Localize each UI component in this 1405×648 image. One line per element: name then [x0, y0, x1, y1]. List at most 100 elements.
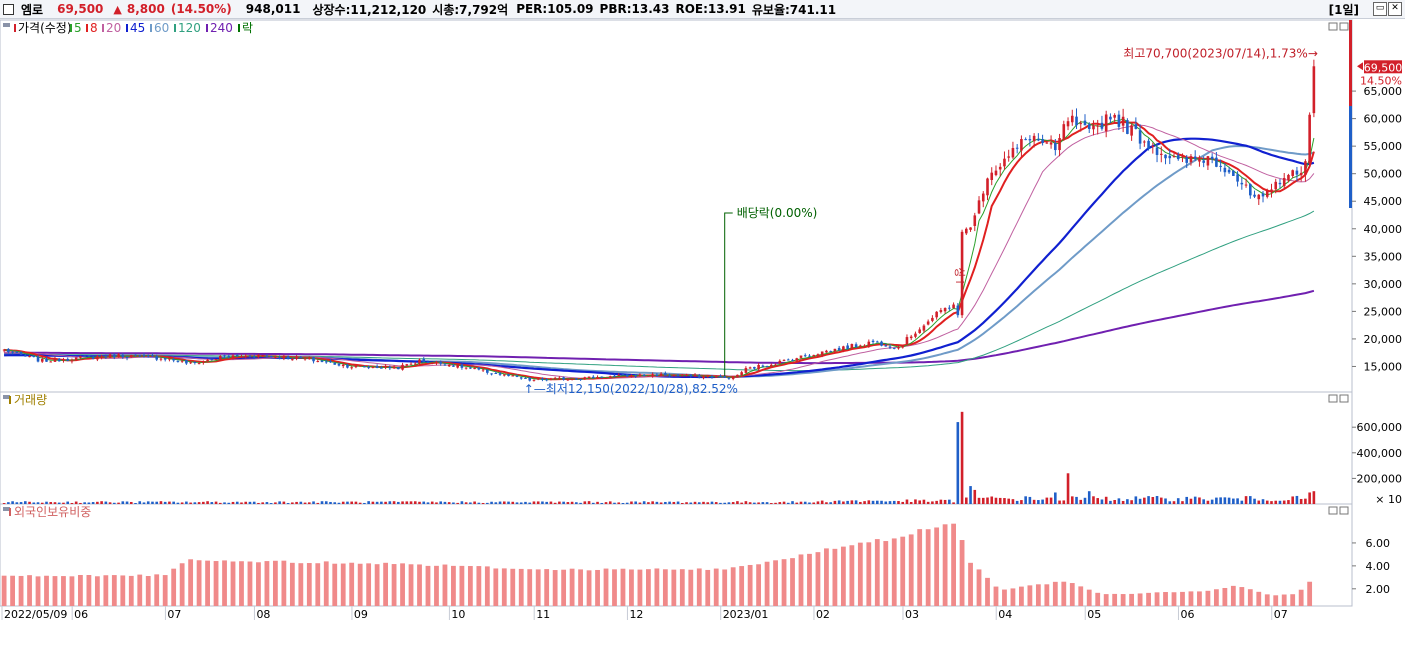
volume-pane-menu-icon[interactable] [3, 395, 10, 399]
candle-body [863, 345, 866, 347]
foreign-bar [230, 561, 236, 606]
volume-bar [7, 502, 10, 504]
volume-bar [532, 501, 536, 504]
foreign-bar [1298, 589, 1304, 606]
price-pane-close-icon[interactable] [1339, 22, 1349, 31]
volume-bar [1020, 500, 1023, 504]
price-pane-minimize-icon[interactable] [1328, 22, 1338, 31]
foreign-bar [27, 575, 32, 606]
volume-bar [1257, 500, 1261, 504]
volume-bar [511, 501, 515, 504]
volume-bar [460, 501, 464, 504]
candle-body [973, 215, 977, 226]
candle-body [151, 355, 154, 357]
volume-bar [939, 499, 943, 504]
volume-bar [380, 501, 383, 504]
foreign-bar [527, 569, 533, 606]
candle-body [316, 361, 320, 363]
volume-bar [524, 501, 527, 504]
candle-body [1278, 182, 1282, 185]
candle-body [1032, 135, 1036, 142]
foreign-bar [222, 560, 227, 606]
foreign-pane-menu-icon[interactable] [3, 507, 10, 511]
select-checkbox[interactable] [3, 3, 14, 15]
foreign-pane-minimize-icon[interactable] [1328, 506, 1338, 515]
candle-body [443, 364, 447, 366]
candle-body [926, 321, 930, 325]
x-axis-label: 06 [1180, 608, 1194, 621]
candle-body [159, 358, 163, 360]
candle-body [469, 367, 472, 369]
volume-bar [371, 501, 375, 504]
candle-body [1240, 182, 1244, 185]
volume-bar [960, 411, 964, 504]
volume-bar [231, 501, 235, 504]
volume-bar [850, 500, 854, 504]
legend-label: 240 [210, 21, 233, 35]
candle-body [1257, 194, 1261, 200]
candle-body [19, 352, 23, 355]
volume-bar [651, 501, 654, 504]
ma240-line [4, 289, 1315, 365]
candle-body [28, 356, 31, 358]
foreign-bar [1239, 587, 1245, 606]
volume-pane-minimize-icon[interactable] [1328, 394, 1338, 403]
restore-icon[interactable]: ▭ [1373, 2, 1387, 16]
volume-bar [83, 502, 86, 504]
foreign-bar [756, 564, 762, 606]
candle-body [375, 366, 379, 368]
period-selector[interactable]: [1일] [1328, 3, 1359, 17]
foreign-bar [840, 546, 846, 606]
candle-body [1003, 158, 1006, 167]
price-change-percent: (14.50%) [170, 2, 232, 16]
volume-bar [329, 501, 332, 504]
volume-bar [2, 503, 6, 504]
volume-bar [113, 502, 116, 504]
volume-bar [235, 501, 239, 504]
candle-body [435, 361, 438, 364]
close-icon[interactable]: ✕ [1388, 2, 1402, 16]
volume-unit-label: × 10 [1375, 493, 1402, 506]
volume-bar [892, 500, 896, 504]
foreign-bar [849, 545, 855, 606]
candle-body [842, 346, 845, 351]
legend-label: 20 [106, 21, 121, 35]
price-pane-menu-icon[interactable] [3, 23, 10, 27]
x-axis-label: 2023/01 [723, 608, 769, 621]
x-axis-label: 07 [167, 608, 181, 621]
candle-body [341, 364, 345, 367]
foreign-pane-close-icon[interactable] [1339, 506, 1349, 515]
candle-body [11, 351, 14, 353]
volume-bar [1295, 495, 1299, 504]
candle-body [731, 376, 735, 379]
candle-body [524, 377, 527, 379]
price-tick-label: 45,000 [1364, 195, 1403, 208]
volume-bar [291, 502, 294, 504]
volume-bar [1079, 499, 1083, 504]
foreign-bar [951, 523, 956, 606]
dividend-marker-line [724, 212, 733, 376]
volume-bar [24, 501, 27, 504]
last-price-label: 69,500 [1364, 61, 1403, 74]
volume-pane-close-icon[interactable] [1339, 394, 1349, 403]
volume-bar [1215, 497, 1218, 504]
volume-bar [244, 501, 248, 504]
legend-label: 8 [90, 21, 98, 35]
volume-bar [859, 501, 862, 504]
foreign-bar [69, 576, 75, 606]
volume-bar [1041, 499, 1044, 504]
foreign-bar [1129, 593, 1135, 606]
candle-body [180, 360, 184, 362]
volume-bar [1066, 473, 1070, 504]
candle-body [676, 374, 680, 376]
legend-label: 60 [154, 21, 169, 35]
volume-bar [502, 501, 506, 504]
volume-bar [931, 501, 934, 504]
candle-body [36, 356, 40, 362]
volume-bar [833, 500, 837, 504]
volume-bar [278, 501, 281, 504]
candle-body [634, 375, 637, 377]
candle-body [269, 355, 273, 358]
candle-body [1244, 184, 1248, 186]
volume-bar [316, 502, 320, 504]
